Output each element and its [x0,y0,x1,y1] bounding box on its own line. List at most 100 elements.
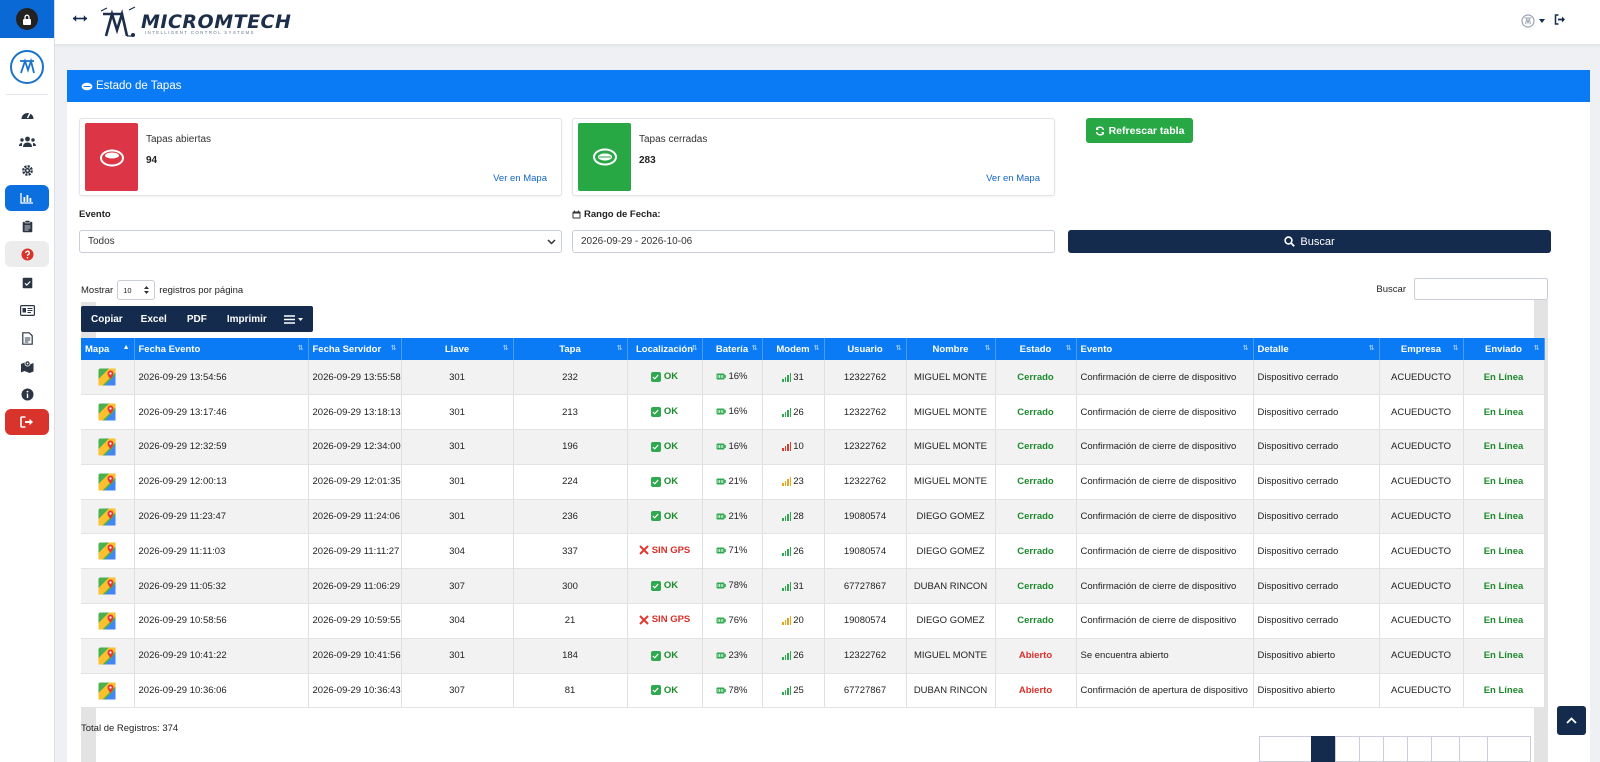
open-covers-map-link[interactable]: Ver en Mapa [493,173,547,184]
col-fecha-servidor[interactable]: Fecha Servidor ⇅ [308,338,402,360]
sidebar-item-clipboard[interactable] [5,213,49,239]
pagination-page[interactable] [1459,736,1487,762]
cell-enviado: En Línea [1463,394,1545,431]
google-maps-icon [98,473,116,491]
col-modem[interactable]: Modem ⇅ [762,338,825,360]
open-covers-count: 94 [146,155,158,166]
pdf-button[interactable]: PDF [186,313,207,325]
cell-usuario: 12322762 [824,464,907,500]
cell-detalle: Dispositivo cerrado [1253,603,1380,639]
search-button[interactable]: Buscar [1068,230,1551,253]
copy-button[interactable]: Copiar [91,313,123,325]
brand-tagline: INTELLIGENT CONTROL SYSTEMS [145,30,255,35]
cell-localizacion: OK [627,429,703,465]
map-cell[interactable] [81,673,135,709]
battery-icon [716,547,727,554]
cell-estado: Cerrado [995,603,1077,639]
check-square-icon [650,650,661,661]
col-evento[interactable]: Evento ⇅ [1076,338,1254,360]
table-search-input[interactable] [1414,278,1548,300]
signal-strength-icon [782,651,792,661]
pagination-page[interactable] [1407,736,1431,762]
sidebar-item-logout[interactable] [5,409,49,435]
sidebar-item-help[interactable] [5,241,49,267]
toggle-sidebar-icon[interactable] [72,13,88,27]
refresh-table-button[interactable]: Refrescar tabla [1086,118,1193,143]
col-enviado[interactable]: Enviado ⇅ [1463,338,1545,360]
map-cell[interactable] [81,533,135,570]
col-estado[interactable]: Estado ⇅ [995,338,1077,360]
date-range-input[interactable]: 2026-09-29 - 2026-10-06 [572,230,1055,253]
closed-covers-map-link[interactable]: Ver en Mapa [986,173,1040,184]
col-llave[interactable]: Llave ⇅ [401,338,514,360]
cell-empresa: ACUEDUCTO [1379,638,1464,674]
google-maps-icon [98,403,116,421]
cell-nombre: DUBAN RINCON [906,673,996,709]
cell-usuario: 12322762 [824,429,907,465]
col-mapa[interactable]: Mapa ▲ [81,338,135,360]
col-tapa[interactable]: Tapa ⇅ [513,338,628,360]
sidebar-item-map[interactable] [5,353,49,379]
cell-enviado: En Línea [1463,603,1545,639]
sidebar-item-settings[interactable] [5,157,49,183]
col-bateria[interactable]: Batería ⇅ [702,338,763,360]
card-header: Estado de Tapas [67,70,1590,102]
cell-fecha-evento: 2026-09-29 13:17:46 [134,394,309,431]
check-square-icon [650,511,661,522]
cell-empresa: ACUEDUCTO [1379,568,1464,605]
cell-empresa: ACUEDUCTO [1379,429,1464,465]
map-cell[interactable] [81,360,135,396]
page-length-select[interactable]: 10 [117,280,156,300]
sidebar-item-users[interactable] [5,129,49,155]
signal-strength-icon [782,512,792,522]
pagination-page-active[interactable] [1311,736,1335,762]
caret-down-icon [1539,19,1545,23]
col-localizacion[interactable]: Localización ⇅ [627,338,703,360]
map-cell[interactable] [81,394,135,431]
excel-button[interactable]: Excel [140,313,167,325]
location-status: OK [650,511,678,522]
sidebar-item-id-card[interactable] [5,297,49,323]
map-cell[interactable] [81,638,135,674]
sidebar-item-tasks[interactable] [5,269,49,295]
pagination-page[interactable] [1359,736,1383,762]
table-row: 2026-09-29 12:00:13 2026-09-29 12:01:35 30… [81,464,1545,500]
check-square-icon [650,406,661,417]
col-detalle[interactable]: Detalle ⇅ [1253,338,1380,360]
pagination-next[interactable] [1487,736,1531,762]
map-cell[interactable] [81,499,135,535]
cell-localizacion: SIN GPS [627,603,703,639]
signal-strength-icon [782,686,792,696]
pagination-prev[interactable] [1259,736,1311,762]
lock-icon[interactable] [16,8,38,30]
map-cell[interactable] [81,464,135,500]
cell-evento: Confirmación de cierre de dispositivo [1076,568,1254,605]
pagination-page[interactable] [1335,736,1359,762]
column-visibility-button[interactable] [276,306,313,332]
open-cover-icon [85,123,138,191]
back-to-top-button[interactable] [1557,706,1586,735]
map-cell[interactable] [81,568,135,605]
sidebar-item-reports[interactable] [5,185,49,211]
signal-strength-icon [782,477,792,487]
check-square-icon [650,580,661,591]
battery-icon [716,373,727,380]
map-cell[interactable] [81,429,135,465]
col-fecha-evento[interactable]: Fecha Evento ⇅ [134,338,309,360]
pagination-ellipsis [1431,736,1459,762]
print-button[interactable]: Imprimir [226,313,267,325]
logout-icon[interactable] [1554,14,1566,28]
event-select[interactable]: Todos [79,230,562,253]
sidebar-item-info[interactable] [5,381,49,407]
sidebar-item-dashboard[interactable] [5,101,49,127]
cell-fecha-evento: 2026-09-29 11:11:03 [134,533,309,570]
col-nombre[interactable]: Nombre ⇅ [906,338,996,360]
user-menu[interactable] [1521,14,1545,28]
table-row: 2026-09-29 12:32:59 2026-09-29 12:34:00 30… [81,429,1545,465]
cell-fecha-servidor: 2026-09-29 12:01:35 [308,464,402,500]
pagination-page[interactable] [1383,736,1407,762]
col-empresa[interactable]: Empresa ⇅ [1379,338,1464,360]
col-usuario[interactable]: Usuario ⇅ [824,338,907,360]
sidebar-item-document[interactable] [5,325,49,351]
map-cell[interactable] [81,603,135,639]
